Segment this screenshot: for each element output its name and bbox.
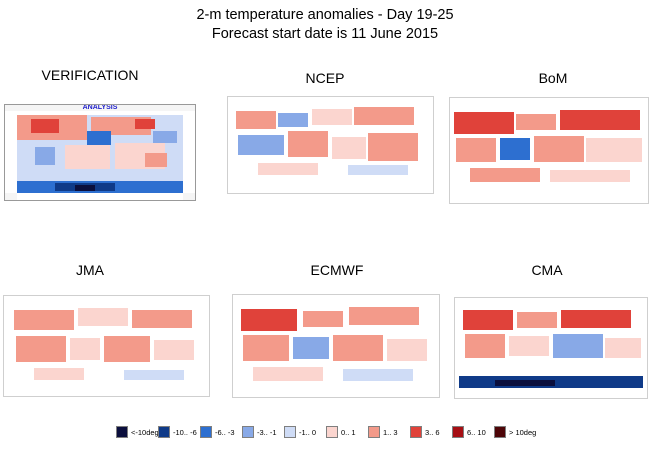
map-cma xyxy=(454,297,648,399)
legend-item: <-10deg xyxy=(116,424,159,440)
panel-label-cma: CMA xyxy=(531,262,563,278)
legend-swatch xyxy=(410,426,422,438)
title-line-1: 2-m temperature anomalies - Day 19-25 xyxy=(196,7,454,23)
panel-label-ncep: NCEP xyxy=(305,70,345,86)
legend-item: 6.. 10 xyxy=(452,424,486,440)
legend-swatch xyxy=(452,426,464,438)
legend-label: > 10deg xyxy=(509,427,537,437)
legend-label: -6.. -3 xyxy=(215,427,235,437)
map-ncep xyxy=(227,96,434,194)
legend-item: 1.. 3 xyxy=(368,424,398,440)
legend-label: -10.. -6 xyxy=(173,427,197,437)
legend-label: <-10deg xyxy=(131,427,159,437)
legend-item: 0.. 1 xyxy=(326,424,356,440)
legend-item: -6.. -3 xyxy=(200,424,235,440)
legend-swatch xyxy=(326,426,338,438)
legend-label: 6.. 10 xyxy=(467,427,486,437)
legend-item: -3.. -1 xyxy=(242,424,277,440)
legend-item: -10.. -6 xyxy=(158,424,197,440)
legend-swatch xyxy=(284,426,296,438)
legend-item: -1.. 0 xyxy=(284,424,316,440)
legend-label: 1.. 3 xyxy=(383,427,398,437)
legend-label: 0.. 1 xyxy=(341,427,356,437)
legend-label: -1.. 0 xyxy=(299,427,317,437)
map-verification: ANALYSIS xyxy=(4,104,196,201)
map-inner-label: ANALYSIS xyxy=(82,104,118,111)
legend-swatch xyxy=(116,426,128,438)
legend-item: 3.. 6 xyxy=(410,424,440,440)
map-bom xyxy=(449,97,649,204)
panel-label-verification: VERIFICATION xyxy=(41,67,139,83)
panel-label-bom: BoM xyxy=(538,70,568,86)
panel-label-ecmwf: ECMWF xyxy=(310,262,364,278)
legend-label: -3.. -1 xyxy=(257,427,277,437)
map-ecmwf xyxy=(232,294,440,398)
map-jma xyxy=(3,295,210,397)
legend-swatch xyxy=(158,426,170,438)
legend-swatch xyxy=(200,426,212,438)
legend-swatch xyxy=(242,426,254,438)
legend-label: 3.. 6 xyxy=(425,427,440,437)
title-line-2: Forecast start date is 11 June 2015 xyxy=(211,26,439,42)
panel-label-jma: JMA xyxy=(76,262,104,278)
color-legend: <-10deg -10.. -6 -6.. -3 -3.. -1 -1.. 0 … xyxy=(116,424,546,440)
legend-swatch xyxy=(494,426,506,438)
legend-item: > 10deg xyxy=(494,424,536,440)
legend-swatch xyxy=(368,426,380,438)
